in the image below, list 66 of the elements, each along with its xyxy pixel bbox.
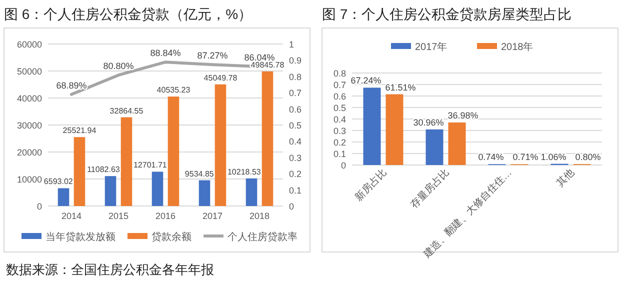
data-label: 67.24% (350, 76, 382, 86)
data-label: 61.51% (385, 82, 416, 92)
y-tick-label: 10000 (16, 174, 42, 184)
legend-label: 2017年 (415, 41, 448, 53)
data-label: 49845.78 (250, 60, 285, 70)
x-tick-label: 2018 (249, 211, 270, 221)
data-label: 45049.78 (204, 73, 238, 82)
y2-tick-label: 0.5 (289, 120, 302, 130)
data-label: 68.89% (56, 80, 87, 90)
data-label: 6593.02 (44, 177, 74, 186)
y2-tick-label: 0.1 (289, 185, 302, 196)
y2-tick-label: 0.7 (289, 88, 302, 98)
legend-label: 个人住房贷款率 (228, 231, 298, 243)
y-tick-label: 50000 (16, 66, 42, 76)
y-tick-label: 0 (340, 160, 346, 170)
x-tick-label: 2014 (61, 211, 82, 221)
y2-tick-label: 0.8 (289, 72, 302, 82)
data-label: 86.04% (244, 52, 275, 63)
data-label: 9534.85 (184, 169, 214, 178)
y2-tick-label: 0.6 (289, 104, 302, 114)
y-tick-label: 0.6 (333, 92, 346, 102)
data-label: 0.80% (575, 152, 601, 162)
data-label: 36.98% (448, 110, 478, 120)
source-note: 数据来源：全国住房公积金各年年报 (6, 262, 214, 277)
data-label: 12701.71 (133, 160, 168, 170)
data-label: 88.84% (150, 48, 181, 58)
y-tick-label: 40000 (16, 94, 42, 104)
y-tick-label: 0.7 (333, 80, 346, 90)
data-label: 25521.94 (62, 126, 97, 136)
y2-tick-label: 0.4 (289, 136, 302, 147)
data-label: 87.27% (197, 50, 228, 61)
data-label: 10218.53 (227, 167, 262, 176)
legend-label: 贷款余额 (152, 231, 192, 243)
chart-title: 图 6：个人住房公积金贷款（亿元，%） (4, 6, 252, 22)
y-tick-label: 60000 (16, 40, 42, 50)
data-label: 80.80% (103, 61, 134, 72)
y-tick-label: 20000 (16, 148, 42, 158)
x-tick-label: 2015 (108, 211, 129, 221)
y-tick-label: 0 (36, 202, 42, 212)
legend-label: 2018年 (501, 41, 534, 53)
data-label: 11082.63 (87, 165, 120, 174)
y2-tick-label: 0.3 (289, 152, 302, 163)
y2-tick-label: 1 (289, 40, 294, 50)
y-tick-label: 0.8 (333, 68, 346, 78)
y2-tick-label: 0.9 (289, 56, 302, 66)
y-tick-label: 0.2 (333, 138, 346, 148)
legend-label: 当年贷款发放额 (46, 231, 116, 243)
data-label: 40535.23 (156, 86, 191, 95)
data-label: 32864.55 (110, 106, 144, 116)
data-label: 0.71% (512, 152, 538, 162)
x-tick-label: 其他 (554, 166, 577, 190)
y-tick-label: 30000 (16, 120, 42, 130)
data-label: 0.74% (478, 152, 504, 162)
y-tick-label: 0.5 (333, 103, 346, 113)
x-tick-label: 存量房占比 (408, 166, 452, 210)
y-tick-label: 0.3 (333, 126, 346, 136)
y2-tick-label: 0 (289, 202, 294, 212)
data-label: 1.06% (540, 152, 566, 162)
chart-title: 图 7：个人住房公积金贷款房屋类型占比 (322, 6, 572, 22)
data-label: 30.96% (413, 117, 444, 128)
y-tick-label: 0.1 (333, 149, 346, 159)
y2-tick-label: 0.2 (289, 169, 302, 180)
y-tick-label: 0.4 (333, 114, 346, 124)
x-tick-label: 新房占比 (352, 166, 390, 204)
x-tick-label: 2017 (202, 211, 223, 221)
x-tick-label: 2016 (155, 211, 176, 221)
